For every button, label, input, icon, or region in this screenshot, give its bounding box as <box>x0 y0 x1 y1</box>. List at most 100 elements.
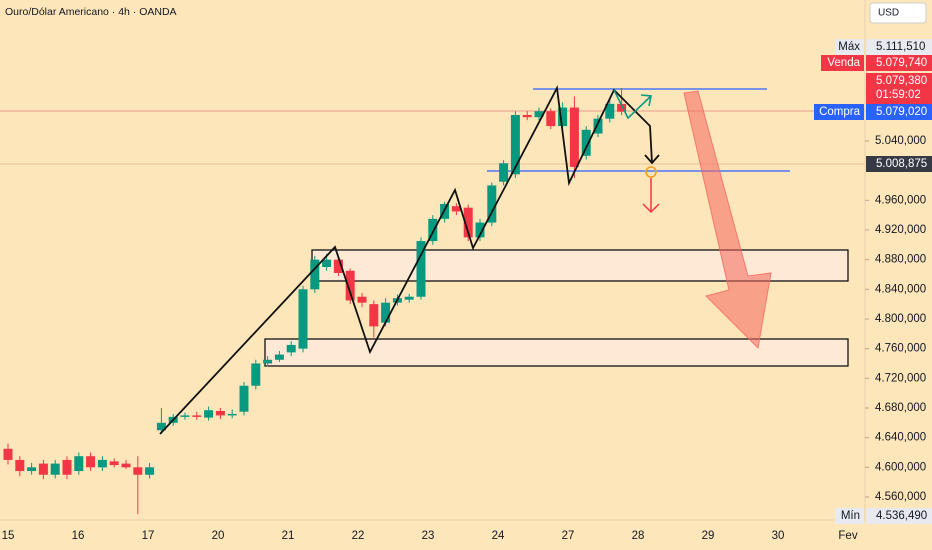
price-tag-name-bg <box>835 39 864 55</box>
candle-body <box>487 185 497 223</box>
candle-body <box>569 107 579 167</box>
forecast-arrow <box>683 90 772 350</box>
price-tag-name-bg <box>821 55 864 71</box>
candle-body <box>215 410 225 416</box>
candle-body <box>605 103 615 119</box>
y-tick-label: 4.720,000 <box>875 372 926 384</box>
x-tick-label: 20 <box>212 530 225 542</box>
candle-body <box>227 413 237 416</box>
price-tag-label: 5.008,875 <box>876 158 927 170</box>
candle-body <box>86 456 96 468</box>
x-tick-label: Fev <box>838 530 857 542</box>
price-tag <box>866 39 932 55</box>
price-tag-label: 5.111,510 <box>876 41 925 53</box>
candle-body <box>451 206 461 212</box>
candle-body <box>499 163 509 182</box>
x-tick-label: 23 <box>422 530 435 542</box>
y-tick-label: 4.840,000 <box>875 283 926 295</box>
candle-body <box>62 459 72 475</box>
price-tags: 5.111,510 Máx 5.079,740 Venda 5.079,380 01:59… <box>814 39 932 524</box>
candle-body <box>322 259 332 268</box>
candle-body <box>381 302 391 323</box>
candle-body <box>534 111 544 118</box>
candle-body <box>310 259 320 290</box>
currency-button[interactable] <box>869 2 927 24</box>
price-tag-label: 5.079,380 <box>876 75 927 87</box>
candle-body <box>74 456 84 472</box>
price-tag-label: 4.536,490 <box>876 510 927 522</box>
candle-body <box>558 107 568 127</box>
candle-body <box>333 259 343 273</box>
price-tag-name-bg <box>814 104 864 120</box>
price-tag-name: Mín <box>841 510 860 522</box>
x-tick-label: 30 <box>772 530 785 542</box>
currency-label[interactable]: USD <box>878 8 899 19</box>
candle-body <box>50 463 60 475</box>
candle-body <box>109 461 119 466</box>
price-axis: 4.560,000 4.600,000 4.640,000 4.680,000 4.72… <box>2 135 927 542</box>
zigzag <box>159 85 653 435</box>
price-tag-name-bg <box>835 508 864 524</box>
y-tick-label: 4.960,000 <box>875 194 926 206</box>
candle-body <box>522 114 532 118</box>
candle-body <box>192 415 202 417</box>
zone-box <box>264 338 849 367</box>
candle-body <box>546 111 556 127</box>
candle-body <box>369 304 379 327</box>
arrow-head <box>644 154 660 165</box>
chart-title: Ouro/Dólar Americano · 4h · OANDA <box>5 6 177 18</box>
price-tag <box>866 104 932 120</box>
candle-body <box>180 415 190 417</box>
candle-body <box>263 359 273 364</box>
y-tick-label: 4.920,000 <box>875 224 926 236</box>
candle-body <box>145 467 155 475</box>
price-tag <box>866 55 932 71</box>
candle-body <box>121 463 131 468</box>
candle-body <box>428 218 438 242</box>
price-tag-label: 5.079,020 <box>876 106 927 118</box>
x-tick-label: 22 <box>352 530 365 542</box>
price-tag <box>866 73 932 104</box>
y-tick-label: 4.680,000 <box>875 402 926 414</box>
x-tick-label: 24 <box>492 530 505 542</box>
x-tick-label: 16 <box>72 530 85 542</box>
green-arrow <box>613 89 652 120</box>
candle-body <box>3 448 13 460</box>
price-tag-name: Máx <box>838 41 860 53</box>
y-tick-label: 4.640,000 <box>875 432 926 444</box>
countdown: 01:59:02 <box>876 89 921 101</box>
y-tick-label: 4.560,000 <box>875 491 926 503</box>
candle-body <box>298 289 308 349</box>
candle-body <box>38 463 48 475</box>
candle-body <box>156 422 166 431</box>
price-tag <box>866 508 932 524</box>
x-tick-label: 15 <box>2 530 15 542</box>
price-tag-name: Compra <box>819 106 861 118</box>
price-tag-label: 5.079,740 <box>876 57 927 69</box>
y-tick-label: 4.600,000 <box>875 461 926 473</box>
red-arrow-head <box>642 203 660 214</box>
annotations <box>159 85 772 435</box>
candle-body <box>239 385 249 412</box>
green-arrow-head <box>640 94 652 107</box>
candle-body <box>463 207 473 238</box>
marker <box>645 166 657 178</box>
candle-body <box>404 296 414 300</box>
candles <box>3 87 627 515</box>
x-tick-label: 29 <box>702 530 715 542</box>
y-tick-label: 4.760,000 <box>875 343 926 355</box>
x-tick-label: 27 <box>562 530 575 542</box>
candle-body <box>510 114 520 175</box>
candle-body <box>416 241 426 297</box>
y-tick-label: 5.040,000 <box>875 135 926 147</box>
candle-body <box>593 118 603 134</box>
y-tick-label: 4.800,000 <box>875 313 926 325</box>
price-tag <box>866 156 932 172</box>
candle-body <box>27 467 37 472</box>
drawings <box>0 88 865 367</box>
candle-body <box>97 459 107 468</box>
x-tick-label: 21 <box>282 530 295 542</box>
candle-body <box>15 459 25 472</box>
candle-body <box>251 363 261 386</box>
candle-body <box>286 344 296 353</box>
